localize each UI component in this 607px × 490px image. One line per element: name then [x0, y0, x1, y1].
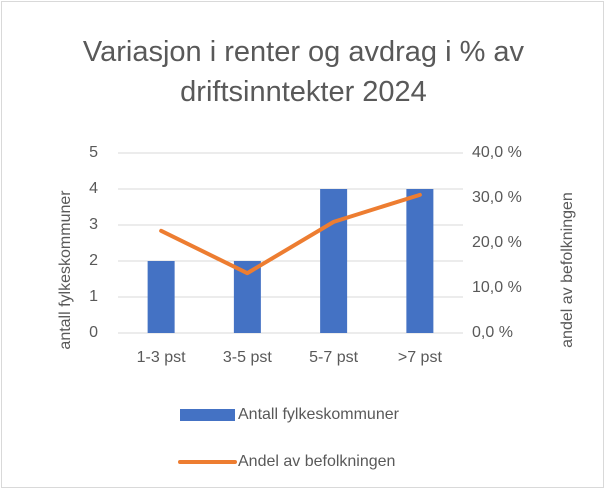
bar — [406, 189, 434, 333]
bar — [320, 189, 348, 333]
chart-title: Variasjon i renter og avdrag i % av drif… — [82, 36, 525, 108]
legend-label: Andel av befolkningen — [238, 453, 395, 470]
y-tick-label: 5 — [89, 144, 98, 161]
x-tick-label: >7 pst — [398, 349, 443, 366]
y2-tick-label: 0,0 % — [472, 324, 513, 341]
y-tick-label: 4 — [89, 180, 98, 197]
y2-tick-label: 20,0 % — [472, 234, 522, 251]
x-tick-label: 3-5 pst — [223, 349, 272, 366]
y2-tick-label: 10,0 % — [472, 279, 522, 296]
y2-axis-label: andel av befolkningen — [559, 192, 576, 348]
y-tick-label: 2 — [89, 252, 98, 269]
y-tick-label: 1 — [89, 288, 98, 305]
bar — [147, 261, 175, 333]
legend-swatch — [180, 409, 235, 421]
x-tick-label: 1-3 pst — [137, 349, 186, 366]
y-tick-label: 3 — [89, 216, 98, 233]
y2-tick-label: 40,0 % — [472, 144, 522, 161]
line-series — [159, 192, 422, 276]
x-tick-label: 5-7 pst — [309, 349, 358, 366]
y-axis-label: antall fylkeskommuner — [57, 190, 74, 350]
y2-tick-label: 30,0 % — [472, 189, 522, 206]
y-tick-label: 0 — [89, 324, 98, 341]
legend-label: Antall fylkeskommuner — [238, 406, 400, 423]
